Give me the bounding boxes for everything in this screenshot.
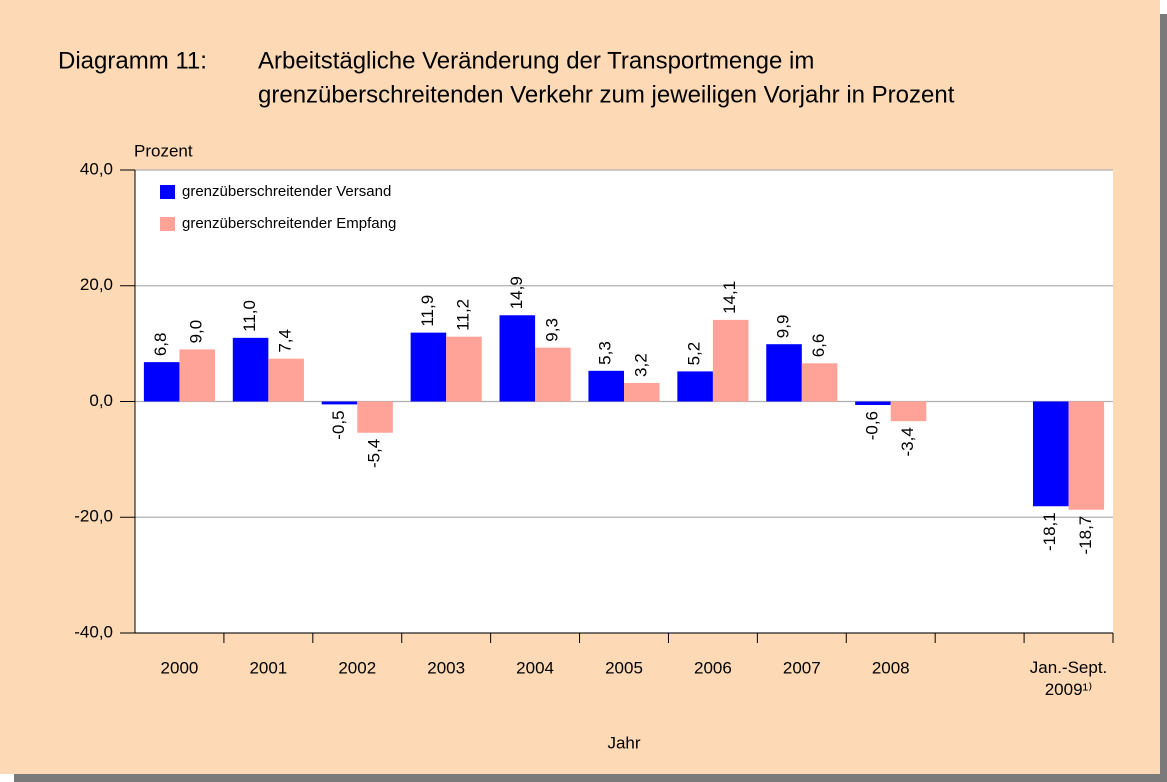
value-label: 11,2 <box>453 299 472 331</box>
value-label: 6,8 <box>151 333 170 357</box>
bar <box>446 336 482 402</box>
bar <box>624 382 660 402</box>
x-tick-label: 2000 <box>161 658 199 677</box>
title-label: Diagramm 11: <box>58 47 207 74</box>
bar <box>499 315 536 402</box>
legend-swatch <box>160 185 175 199</box>
value-label: -0,5 <box>329 410 348 439</box>
bar <box>1032 401 1069 507</box>
value-label: -5,4 <box>365 439 384 468</box>
x-tick-label: 2004 <box>516 658 554 677</box>
bar <box>410 332 447 402</box>
value-label: 3,2 <box>631 353 650 377</box>
x-tick-label: 2006 <box>694 658 732 677</box>
x-tick-label: 2007 <box>783 658 821 677</box>
bar <box>357 401 393 433</box>
value-label: -18,7 <box>1076 516 1095 555</box>
chart-title: Arbeitstägliche Veränderung der Transpor… <box>258 47 814 74</box>
x-tick-label: 2005 <box>605 658 643 677</box>
value-label: 9,0 <box>187 320 206 344</box>
bar <box>712 319 749 402</box>
value-label: 5,2 <box>685 342 704 366</box>
x-tick-label: 2001 <box>249 658 287 677</box>
value-label: 7,4 <box>276 329 295 353</box>
value-label: -18,1 <box>1040 512 1059 551</box>
x-tick-label: 2003 <box>427 658 465 677</box>
value-label: 6,6 <box>809 334 828 358</box>
bar <box>801 363 838 402</box>
y-tick-label: 20,0 <box>80 275 113 294</box>
bar <box>268 358 304 402</box>
x-axis-label: Jahr <box>607 733 640 752</box>
x-tick-label: 2008 <box>872 658 910 677</box>
legend-label: grenzüberschreitender Empfang <box>182 215 396 232</box>
value-label: -0,6 <box>862 411 881 440</box>
bar <box>143 362 180 402</box>
value-label: 14,1 <box>720 281 739 314</box>
bar <box>766 344 802 402</box>
y-tick-label: 40,0 <box>80 159 113 178</box>
y-tick-label: -20,0 <box>74 507 113 526</box>
bar <box>677 371 713 402</box>
value-label: 9,9 <box>774 315 793 339</box>
legend-label: grenzüberschreitender Versand <box>182 183 391 200</box>
y-tick-label: 0,0 <box>89 391 113 410</box>
chart-title: grenzüberschreitenden Verkehr zum jeweil… <box>258 81 955 108</box>
value-label: 11,9 <box>418 295 437 327</box>
legend-swatch <box>160 217 175 231</box>
bar <box>588 370 624 402</box>
x-tick-label: Jan.-Sept. 2009¹⁾ <box>1030 658 1108 699</box>
bar <box>855 401 891 405</box>
y-tick-label: -40,0 <box>74 622 113 641</box>
value-label: 5,3 <box>596 341 615 365</box>
bar <box>321 401 358 405</box>
bar <box>1068 401 1105 510</box>
value-label: 11,0 <box>240 300 259 332</box>
bar <box>890 401 927 422</box>
x-tick-label: 2002 <box>338 658 376 677</box>
bar <box>179 349 216 402</box>
value-label: 9,3 <box>542 318 561 342</box>
y-axis-label: Prozent <box>134 141 193 160</box>
value-label: -3,4 <box>898 427 917 456</box>
bar <box>232 337 269 402</box>
value-label: 14,9 <box>507 276 526 309</box>
bar <box>535 347 571 402</box>
